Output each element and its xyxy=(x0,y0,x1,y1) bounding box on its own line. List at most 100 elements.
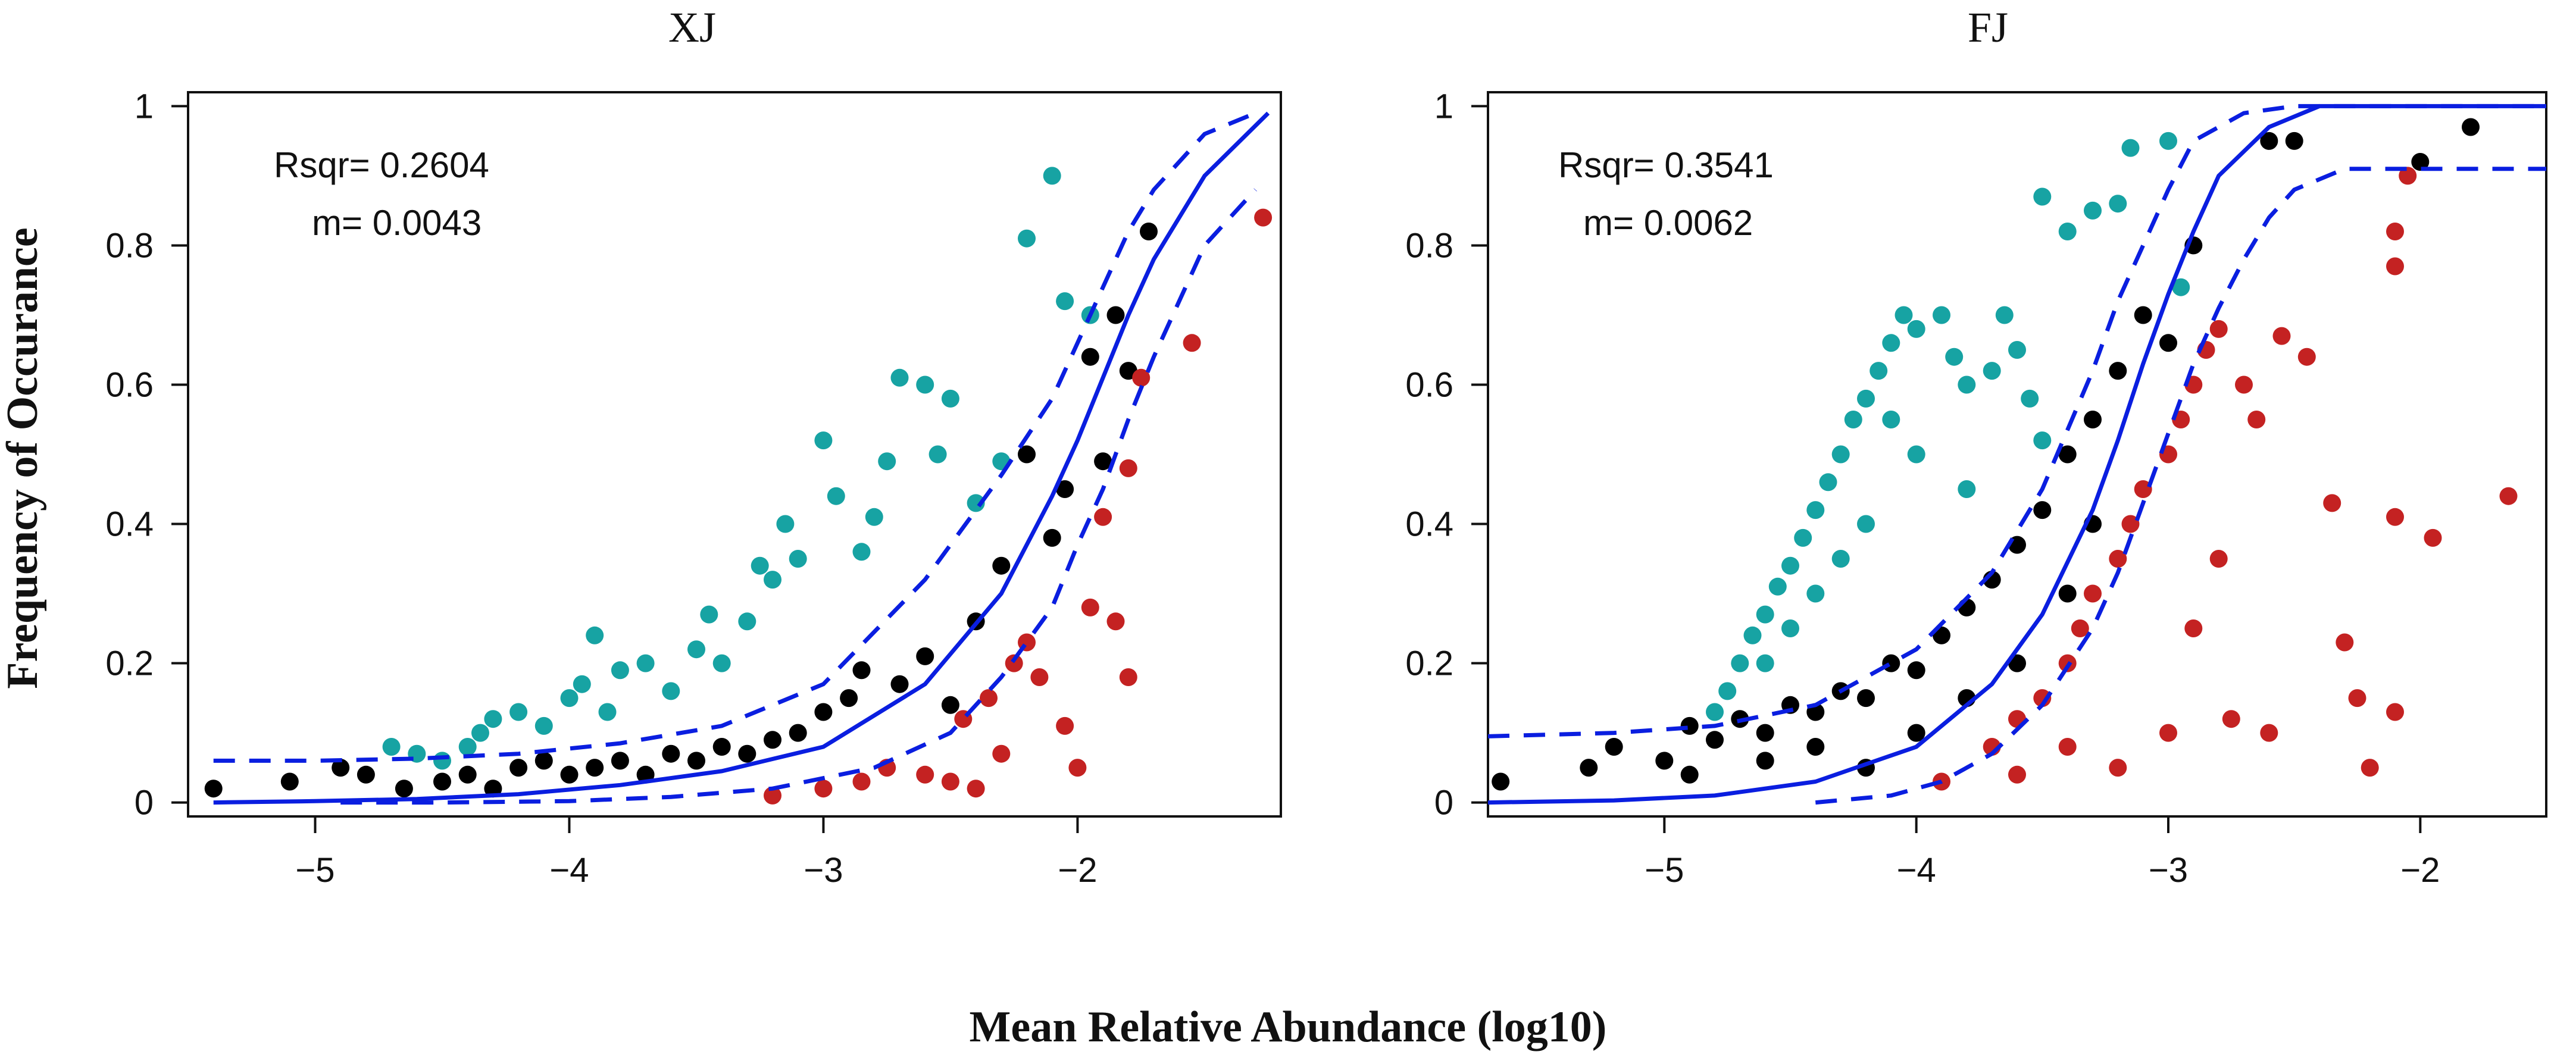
point-neutral xyxy=(1094,452,1112,471)
point-below xyxy=(1119,668,1137,686)
point-neutral xyxy=(509,759,528,777)
point-below xyxy=(1005,654,1023,672)
point-above xyxy=(890,368,909,387)
point-neutral xyxy=(1056,480,1074,498)
point-neutral xyxy=(204,780,223,798)
point-neutral xyxy=(1081,348,1099,366)
point-above xyxy=(1781,619,1799,637)
point-neutral xyxy=(560,765,579,784)
point-neutral xyxy=(1907,724,1925,742)
point-below xyxy=(1132,368,1151,387)
point-above xyxy=(1768,577,1787,596)
point-above xyxy=(1806,584,1825,603)
point-above xyxy=(1895,306,1913,324)
panel-title-fj: FJ xyxy=(1968,4,2008,51)
point-above xyxy=(1794,528,1812,547)
point-neutral xyxy=(484,780,502,798)
point-neutral xyxy=(586,759,604,777)
point-above xyxy=(738,612,756,631)
point-below xyxy=(2184,619,2203,637)
point-above xyxy=(636,654,655,672)
point-above xyxy=(1756,654,1774,672)
point-above xyxy=(1907,445,1925,464)
point-above xyxy=(1043,167,1061,185)
panel-xj: XJ Rsqr= 0.2604 m= 0.0043 −5 −4 −3 −2 0 0.2 0.… xyxy=(105,4,1282,890)
point-neutral xyxy=(814,703,833,721)
point-neutral xyxy=(890,675,909,693)
point-below xyxy=(2109,550,2127,568)
rsqr-annotation-fj: Rsqr= 0.3541 xyxy=(1558,145,1774,185)
point-neutral xyxy=(433,772,451,791)
point-neutral xyxy=(1140,223,1158,240)
point-neutral xyxy=(1106,306,1125,324)
point-above xyxy=(700,605,718,624)
point-above xyxy=(598,703,617,721)
fit-upper-ci-line xyxy=(213,111,1256,763)
point-below xyxy=(992,744,1011,763)
point-above xyxy=(2058,223,2077,240)
panel-title-xj: XJ xyxy=(668,4,716,51)
point-neutral xyxy=(280,772,299,791)
point-above xyxy=(1806,501,1825,519)
point-neutral xyxy=(332,759,350,777)
point-below xyxy=(2222,710,2240,728)
fit-line xyxy=(1487,104,2546,805)
point-below xyxy=(2209,550,2228,568)
point-below xyxy=(1254,208,1273,227)
point-below xyxy=(1081,598,1099,616)
point-neutral xyxy=(1655,752,1674,770)
y-tick-label: 1 xyxy=(135,87,154,126)
point-below xyxy=(2033,689,2052,708)
point-above xyxy=(2008,341,2026,359)
point-below xyxy=(764,786,781,805)
point-below xyxy=(2260,724,2278,742)
x-tick-label: −2 xyxy=(1058,851,1097,890)
point-below xyxy=(852,772,871,791)
point-neutral xyxy=(2084,411,2102,428)
y-tick-label: 1 xyxy=(1434,87,1453,126)
point-above xyxy=(484,710,502,728)
x-tick-label: −4 xyxy=(1897,851,1936,890)
point-above xyxy=(611,661,629,680)
point-neutral xyxy=(687,752,705,770)
point-below xyxy=(2386,703,2404,721)
point-neutral xyxy=(2285,132,2303,150)
point-below xyxy=(2297,348,2316,366)
x-tick-label: −5 xyxy=(1645,851,1684,890)
point-neutral xyxy=(916,647,934,665)
point-below xyxy=(916,765,934,784)
point-above xyxy=(573,675,591,693)
y-tick-label: 0.4 xyxy=(105,505,154,544)
point-above xyxy=(929,445,947,464)
point-neutral xyxy=(1580,759,1598,777)
point-below xyxy=(980,689,998,708)
point-below xyxy=(2361,759,2379,777)
point-neutral xyxy=(840,689,858,708)
point-above xyxy=(764,571,781,589)
fit-line xyxy=(213,111,1270,805)
point-above xyxy=(751,556,769,575)
point-below xyxy=(2071,619,2089,637)
point-above xyxy=(878,452,896,471)
x-tick-label: −3 xyxy=(804,851,843,890)
point-below xyxy=(2247,411,2266,428)
point-above xyxy=(2084,201,2102,220)
y-tick-label: 0.6 xyxy=(105,365,154,404)
point-above xyxy=(1844,411,1862,428)
point-above xyxy=(509,703,528,721)
point-above xyxy=(1945,348,1964,366)
point-above xyxy=(687,640,705,659)
x-tick-label: −2 xyxy=(2400,851,2440,890)
point-below xyxy=(967,780,985,798)
point-above xyxy=(916,375,934,394)
point-above xyxy=(2159,132,2177,150)
y-tick-label: 0.6 xyxy=(1405,365,1453,404)
point-below xyxy=(2336,633,2354,652)
point-above xyxy=(1831,550,1850,568)
point-below xyxy=(2084,584,2102,603)
point-below xyxy=(2058,738,2077,756)
point-above xyxy=(560,689,579,708)
point-neutral xyxy=(2109,362,2127,380)
point-neutral xyxy=(992,556,1011,575)
point-above xyxy=(814,431,833,450)
